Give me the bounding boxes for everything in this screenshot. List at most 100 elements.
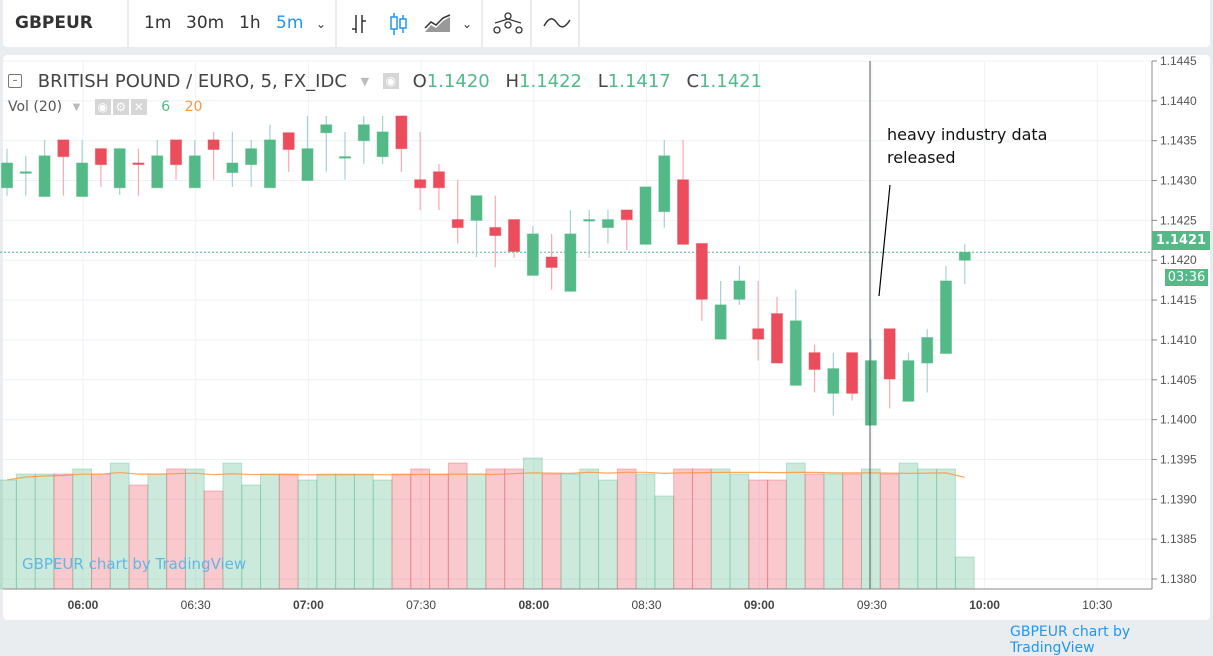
area-chart-icon[interactable] [423,14,453,34]
volume-ma-line [6,471,965,481]
volume-bar [635,473,656,590]
chart-panel[interactable] [3,55,1210,620]
volume-bar [654,495,675,590]
volume-bar [710,468,731,590]
volume-value: 6 [161,99,171,115]
volume-bar [785,462,806,590]
y-tick-label: 1.1425 [1160,213,1197,227]
eye-icon[interactable]: ◉ [382,73,399,89]
y-tick-label: 1.1420 [1160,253,1197,267]
annotation-line: released [887,148,956,167]
candle-body [827,368,840,394]
volume-bar [447,462,468,590]
toolbar-divider [481,0,483,47]
x-tick-label: 07:30 [406,598,436,612]
chart-annotation[interactable]: heavy industry data released [887,123,1047,169]
top-toolbar: GBPEUR 1m 30m 1h 5m ⌄ ⌄ [3,0,1210,47]
candle-body [432,171,445,189]
volume-ma-value: 20 [184,99,203,115]
close-label: C [686,70,700,92]
series-legend: – BRITISH POUND / EURO, 5, FX_IDC ▼ ◉ O1… [8,70,762,92]
volume-bar [541,473,562,590]
candle-body [451,219,464,229]
candle-body [902,360,915,402]
candle-body [883,328,896,380]
volume-bar [353,473,374,590]
symbol-search-button[interactable]: GBPEUR [15,13,93,33]
volume-bar [860,468,881,590]
gear-icon[interactable]: ⚙ [112,99,129,115]
candle-body [282,132,295,150]
candle-body [846,352,859,394]
candle-body [113,148,126,189]
candle-body [601,219,614,229]
candle-body [38,155,51,197]
x-tick-label: 06:30 [181,598,211,612]
candle-body [620,209,633,221]
volume-bar [691,468,712,590]
volume-legend: Vol (20) ▼ ◉ ⚙ ✕ 6 20 [8,99,202,115]
candle-body [1,162,13,189]
volume-bar [748,479,769,590]
volume-bar [335,473,355,590]
caret-down-icon[interactable]: ▼ [72,101,81,113]
candle-body [470,195,483,221]
volume-bar [729,473,750,590]
volume-bar [767,479,787,590]
candle-body [583,219,596,222]
candle-body [526,233,539,276]
series-title[interactable]: BRITISH POUND / EURO, 5, FX_IDC [37,70,347,92]
chevron-down-icon[interactable]: ⌄ [462,17,473,31]
compare-icon[interactable] [491,11,525,37]
volume-bar [241,484,262,590]
volume-bar [410,468,431,590]
candle-body [188,155,201,189]
candle-body [770,313,783,364]
open-label: O [412,70,427,92]
interval-5m-button[interactable]: 5m [276,13,304,33]
y-tick-label: 1.1400 [1160,413,1197,427]
close-icon[interactable]: ✕ [130,99,147,115]
volume-label[interactable]: Vol (20) [8,99,63,115]
interval-1m-button[interactable]: 1m [144,13,172,33]
candlestick-icon[interactable] [388,12,414,36]
candle-body [94,148,107,166]
volume-bar [823,473,844,590]
volume-bar [598,479,618,590]
y-tick-label: 1.1445 [1160,54,1197,68]
candle-body [658,155,671,213]
toolbar-divider [335,0,337,47]
candle-body [151,155,164,189]
bar-chart-icon[interactable] [348,13,374,35]
candle-body [76,162,89,197]
volume-bar [616,468,637,590]
x-tick-label: 10:00 [969,598,1000,612]
candle-body [958,251,971,261]
close-value: 1.1421 [699,70,763,92]
footer-link[interactable]: GBPEUR chart by TradingView [1010,624,1131,656]
chevron-down-icon[interactable]: ⌄ [316,17,327,31]
volume-bar [316,473,337,590]
y-tick-label: 1.1430 [1160,174,1197,188]
caret-down-icon[interactable]: ▼ [360,74,370,88]
candle-body [714,304,727,340]
high-value: 1.1422 [519,70,582,92]
eye-icon[interactable]: ◉ [94,99,111,115]
candle-body [263,139,276,189]
volume-bar [0,479,17,590]
volume-bar [391,473,412,590]
annotation-arrow-line [878,184,891,297]
interval-1h-button[interactable]: 1h [239,13,261,33]
volume-bar [522,457,543,590]
candle-body [508,219,521,252]
x-tick-label: 09:30 [857,598,887,612]
volume-bar [560,473,581,590]
price-chart[interactable]: 1.1445 1.1440 1.1435 1.1430 1.1425 1.1420 1.14… [0,0,1213,636]
volume-bar [278,473,299,590]
watermark: GBPEUR chart by TradingView [22,555,247,573]
volume-bar [673,468,693,590]
collapse-icon[interactable]: – [8,74,22,88]
indicators-icon[interactable] [543,16,571,30]
open-value: 1.1420 [426,70,490,92]
interval-30m-button[interactable]: 30m [186,13,225,33]
